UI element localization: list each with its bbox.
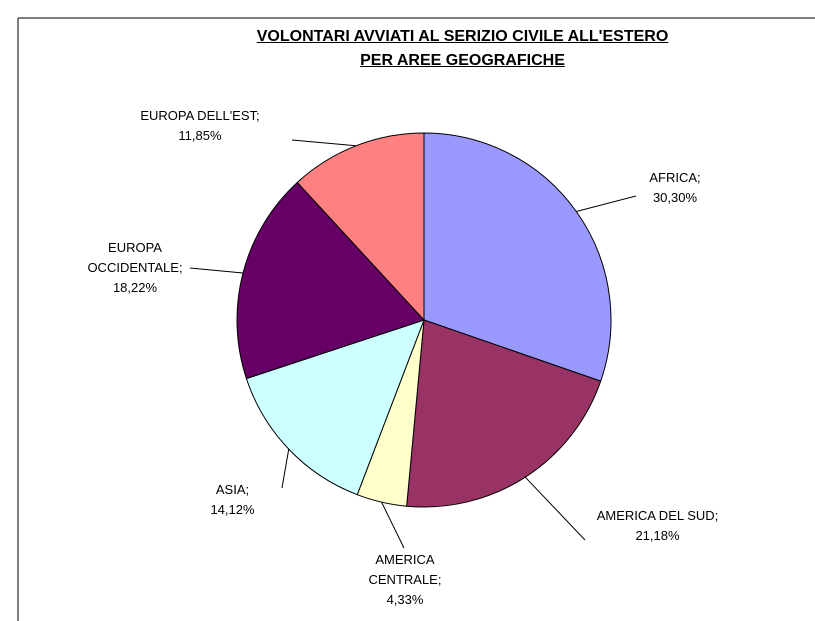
leader-line (189, 267, 244, 274)
category-label: EUROPA OCCIDENTALE (87, 240, 179, 275)
data-label: ASIA; 14,12% (185, 480, 280, 520)
leader-line (524, 476, 586, 541)
data-label: EUROPA OCCIDENTALE; 18,22% (60, 238, 210, 298)
pie-slice (236, 181, 425, 380)
category-label: EUROPA DELL'EST (140, 108, 257, 123)
category-label: AMERICA CENTRALE (368, 552, 438, 587)
value-label: 30,30% (652, 190, 698, 205)
pie-slice (245, 319, 425, 496)
value-label: 14,12% (210, 502, 255, 517)
category-label: ASIA (215, 482, 246, 497)
label-separator: ; (697, 170, 701, 185)
chart-title: VOLONTARI AVVIATI AL SERIZIO CIVILE ALL'… (256, 28, 669, 45)
value-label: 18,22% (112, 280, 158, 295)
data-label: AMERICA DEL SUD; 21,18% (590, 506, 725, 546)
value-label: 11,85% (178, 128, 222, 143)
chart-subtitle: PER AREE GEOGRAFICHE (360, 52, 565, 69)
label-separator: ; (437, 572, 442, 587)
label-separator: ; (256, 108, 260, 123)
pie-slice (296, 132, 425, 322)
data-label: AMERICA CENTRALE; 4,33% (345, 550, 465, 610)
leader-line (291, 139, 357, 147)
label-separator: ; (714, 508, 719, 523)
leader-line (281, 449, 290, 489)
value-label: 21,18% (635, 528, 680, 543)
leader-line (576, 195, 637, 212)
data-label: AFRICA; 30,30% (615, 168, 735, 208)
label-separator: ; (245, 482, 250, 497)
data-label: EUROPA DELL'EST; 11,85% (105, 106, 295, 146)
value-label: 4,33% (386, 592, 424, 607)
label-separator: ; (178, 260, 183, 275)
leader-line (381, 501, 405, 549)
category-label: AFRICA (649, 170, 698, 185)
category-label: AMERICA DEL SUD (596, 508, 715, 523)
